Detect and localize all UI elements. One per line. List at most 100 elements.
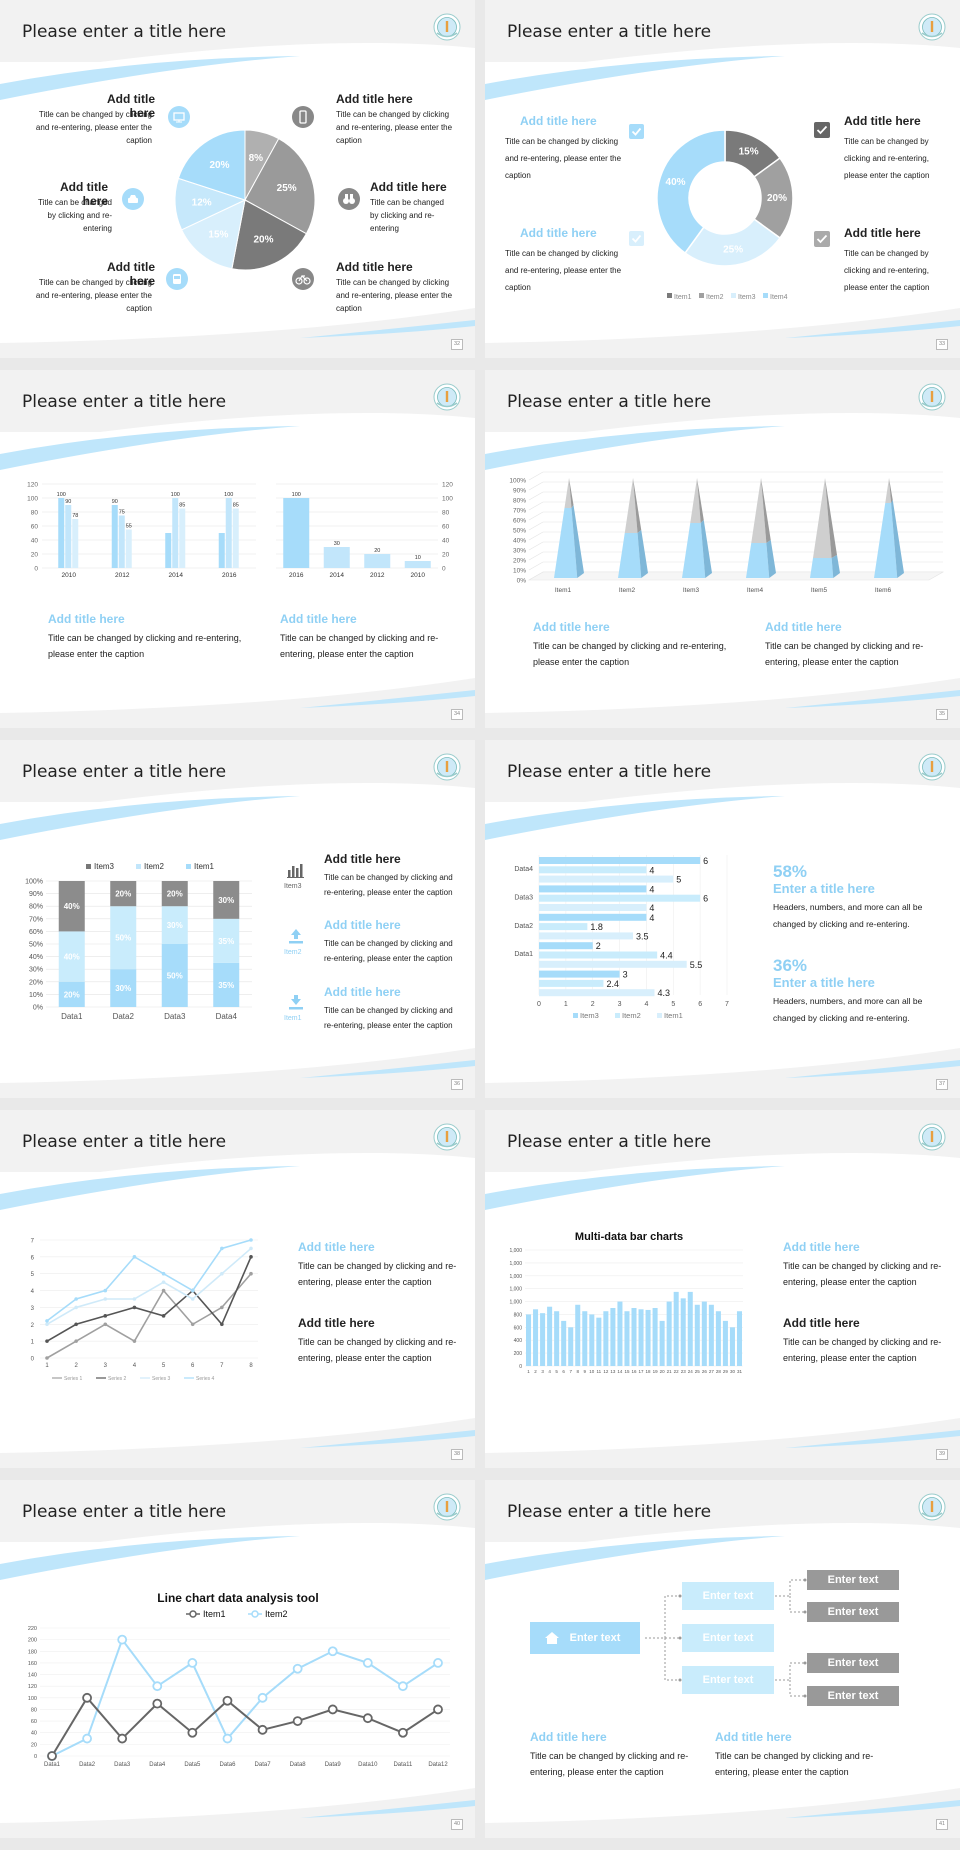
- data-label: 40%: [64, 902, 80, 911]
- pyramid-base: [874, 503, 898, 578]
- slide-34[interactable]: Please enter a title here 0 20 40 60 80 100 12…: [0, 370, 475, 728]
- stat-value: 58%: [773, 862, 808, 881]
- bar: [540, 1313, 546, 1366]
- page-number: 41: [936, 1819, 948, 1830]
- x-tick: Data2: [79, 1762, 96, 1768]
- slide-37[interactable]: Please enter a title here 0 1 2 3 4 5 6 7 Data4 6…: [485, 740, 960, 1098]
- x-tick: 26: [702, 1369, 708, 1374]
- slide-36[interactable]: Please enter a title here Item3 Item2 Item…: [0, 740, 475, 1098]
- y-tick: 2: [31, 1323, 35, 1329]
- item-caption: Title can be changed by clicking and re-…: [324, 1006, 453, 1030]
- y-tick: 20: [442, 552, 450, 559]
- item-title: Add title here: [298, 1240, 375, 1254]
- stat-caption: Headers, numbers, and more can all be ch…: [773, 996, 923, 1023]
- y-tick: 100: [442, 496, 453, 503]
- mid-node[interactable]: Enter text: [682, 1624, 774, 1652]
- bar: [125, 529, 132, 568]
- x-tick: 31: [737, 1369, 743, 1374]
- data-point: [103, 1297, 108, 1301]
- data-label: 100: [57, 492, 66, 498]
- pyramid-top-side: [825, 478, 837, 558]
- y-tick: 60%: [513, 518, 526, 525]
- data-point: [187, 1658, 198, 1668]
- page-number: 40: [451, 1819, 463, 1830]
- footer-swoosh: [0, 1048, 475, 1098]
- bar: [722, 1320, 728, 1366]
- x-tick: 9: [584, 1369, 587, 1374]
- logo-emblem: [918, 383, 946, 411]
- slide-40[interactable]: Please enter a title here Line chart dat…: [0, 1480, 475, 1838]
- gridline: [528, 471, 544, 481]
- mid-node[interactable]: Enter text: [682, 1582, 774, 1610]
- y-tick: 0%: [517, 578, 527, 585]
- bar: [652, 1308, 658, 1366]
- data-point: [220, 1271, 224, 1276]
- x-tick: 19: [653, 1369, 659, 1374]
- legend-label: Item3: [94, 862, 115, 871]
- y-tick: 1,000: [509, 1300, 522, 1306]
- legend-swatch: [731, 293, 736, 298]
- legend-label: Item1: [194, 862, 215, 871]
- data-point: [103, 1322, 108, 1327]
- mid-node[interactable]: Enter text: [682, 1666, 774, 1694]
- slide-title: Please enter a title here: [507, 22, 712, 42]
- series-line: [46, 1256, 252, 1342]
- x-tick: 2010: [411, 572, 426, 578]
- y-tick: 40: [31, 538, 39, 545]
- root-node[interactable]: Enter text: [530, 1622, 640, 1654]
- y-tick: 50%: [29, 942, 43, 949]
- slice-label: 40%: [666, 177, 686, 188]
- pie-slice: [180, 199, 246, 270]
- checkbox-icon[interactable]: [814, 122, 830, 138]
- item-title: Add title here: [280, 612, 357, 626]
- bar: [539, 913, 647, 921]
- legend-label: Item3: [738, 294, 756, 301]
- x-tick: Item5: [811, 587, 828, 594]
- slide-38[interactable]: Please enter a title here 0 1 2 3 4 5 6 7 1 2 3 4 5 6…: [0, 1110, 475, 1468]
- checkbox-icon[interactable]: [629, 231, 644, 246]
- x-tick: 21: [667, 1369, 673, 1374]
- slide-39[interactable]: Please enter a title here Multi-data bar…: [485, 1110, 960, 1468]
- item-title: Add title here: [783, 1240, 860, 1254]
- leaf-node[interactable]: Enter text: [807, 1602, 899, 1622]
- y-tick: 40%: [513, 538, 526, 545]
- data-label: 30%: [115, 984, 131, 993]
- leaf-node[interactable]: Enter text: [807, 1570, 899, 1590]
- data-label: 4: [649, 865, 654, 875]
- x-tick: 2012: [115, 572, 130, 578]
- bar: [72, 519, 79, 568]
- data-point: [249, 1271, 253, 1276]
- checkbox-icon[interactable]: [629, 124, 644, 139]
- x-tick: 20: [660, 1369, 666, 1374]
- logo-emblem: [433, 753, 461, 781]
- leaf-node[interactable]: Enter text: [807, 1686, 899, 1706]
- legend-label: Item1: [674, 294, 692, 301]
- bar: [715, 1311, 721, 1366]
- data-label: 100: [171, 492, 180, 498]
- checkbox-icon[interactable]: [814, 231, 830, 247]
- data-label: 40%: [64, 953, 80, 962]
- bar-segment: [161, 944, 188, 1007]
- gridline: [528, 491, 544, 501]
- stacked-bar-chart: Item3 Item2 Item1 0% 10% 20% 30% 40% 50% 60% 70% 80…: [25, 862, 252, 1021]
- slide-41[interactable]: Please enter a title here Enter text Ent…: [485, 1480, 960, 1838]
- item-caption: Title can be changed by clicking and re-…: [324, 939, 453, 963]
- pyramid-top-side: [697, 478, 704, 523]
- leaf-node[interactable]: Enter text: [807, 1653, 899, 1673]
- slide-32[interactable]: Please enter a title here 8% 25% 20% 15% 12%…: [0, 0, 475, 358]
- x-tick: 25: [695, 1369, 701, 1374]
- connector-lines: [645, 1578, 807, 1698]
- bar: [589, 1314, 595, 1366]
- upload-icon: [289, 929, 303, 944]
- pyramid-top-side: [889, 478, 893, 503]
- stat-title: Enter a title here: [773, 975, 875, 990]
- data-label: 35%: [218, 937, 234, 946]
- item-title: Add title here: [107, 92, 155, 120]
- bar: [624, 1311, 630, 1366]
- slide-33[interactable]: Please enter a title here 15% 20% 25% 40% I…: [485, 0, 960, 358]
- slide-35[interactable]: Please enter a title here 0% 10% 20% 30% 40%…: [485, 370, 960, 728]
- bar: [638, 1309, 644, 1366]
- item-caption: Title can be changed by clicking and re-…: [298, 1261, 457, 1287]
- data-point: [161, 1314, 166, 1318]
- x-tick: 15: [624, 1369, 630, 1374]
